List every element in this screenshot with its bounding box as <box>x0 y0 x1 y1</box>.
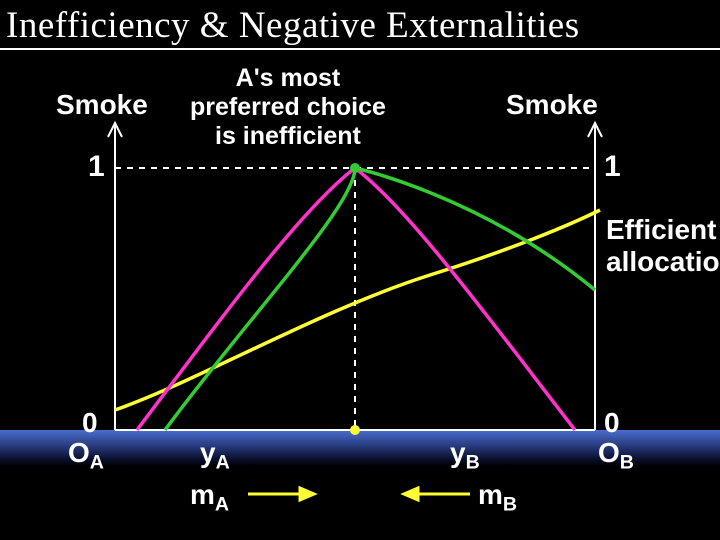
dashed-guides <box>115 168 595 430</box>
label-efficient-allocations: Efficient allocations <box>606 214 720 278</box>
label-zero-left: 0 <box>82 408 98 439</box>
label-OB: OB <box>598 438 634 474</box>
indifference-b <box>165 168 595 430</box>
efficient-line1: Efficient <box>606 214 720 246</box>
label-one-left: 1 <box>88 150 105 183</box>
label-zero-right: 0 <box>604 408 620 439</box>
label-yA: yA <box>200 438 230 474</box>
slide-root: Inefficiency & Negative Externalities <box>0 0 720 540</box>
point-a-preferred <box>350 163 360 173</box>
efficient-line2: allocations <box>606 246 720 278</box>
label-mB: mB <box>478 480 517 516</box>
label-smoke-left: Smoke <box>56 90 148 121</box>
annotation-a-preferred: A's most preferred choice is inefficient <box>190 64 386 150</box>
point-bottom <box>350 425 360 435</box>
arrow-ma <box>248 488 314 500</box>
mB-text: mB <box>478 479 517 510</box>
annotation-line3: is inefficient <box>190 122 386 151</box>
OA-text: OA <box>68 437 104 468</box>
annotation-line1: A's most <box>190 64 386 93</box>
label-smoke-right: Smoke <box>506 90 598 121</box>
label-mA: mA <box>190 480 229 516</box>
annotation-line2: preferred choice <box>190 93 386 122</box>
OB-text: OB <box>598 437 634 468</box>
label-OA: OA <box>68 438 104 474</box>
yA-text: yA <box>200 437 230 468</box>
arrow-mb <box>404 488 470 500</box>
label-one-right: 1 <box>604 150 621 183</box>
label-yB: yB <box>450 438 480 474</box>
mA-text: mA <box>190 479 229 510</box>
yB-text: yB <box>450 437 480 468</box>
